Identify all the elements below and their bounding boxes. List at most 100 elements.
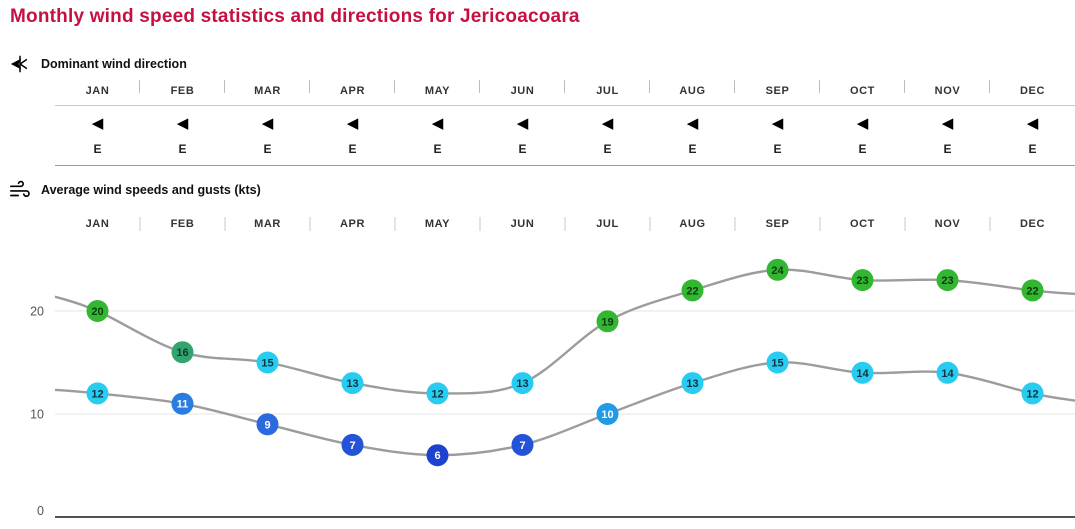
wind-speed-value-label: 12 <box>1026 388 1038 400</box>
wind-speed-marker <box>341 433 364 456</box>
wind-speed-value-label: 14 <box>941 368 954 380</box>
wind-direction-arrow: ◀ <box>856 115 869 132</box>
wind-speed-marker <box>766 351 789 374</box>
wind-direction-arrow: ◀ <box>176 115 189 132</box>
gusts-value-label: 19 <box>601 316 613 328</box>
gusts-marker <box>86 300 109 322</box>
month-label: NOV <box>905 80 990 106</box>
wind-speed-marker <box>936 361 959 384</box>
direction-column: SEP ◀ E <box>735 80 820 165</box>
wind-speed-marker <box>426 444 449 467</box>
chart-month-label: MAY <box>425 218 450 230</box>
chart-month-label: MAR <box>254 218 281 230</box>
month-label: OCT <box>820 80 905 106</box>
wind-speed-value-label: 9 <box>264 419 270 431</box>
gusts-marker <box>851 269 874 292</box>
gusts-marker <box>426 382 449 405</box>
chart-svg: 0 10 20 JAN FEB MAR APR MAY JUN JUL AUG SEP OCT NOV DE… <box>30 217 1075 518</box>
direction-letter: E <box>93 142 102 156</box>
direction-letter: E <box>518 142 527 156</box>
gusts-line <box>54 268 1075 395</box>
wind-speed-value-label: 13 <box>686 378 698 390</box>
wind-direction-arrow: ◀ <box>261 115 274 132</box>
wind-direction-arrow: ◀ <box>516 115 529 132</box>
gusts-marker <box>936 269 959 292</box>
direction-section-header: Dominant wind direction <box>8 52 187 76</box>
wind-gust-icon <box>8 178 32 202</box>
wind-speed-marker <box>851 361 874 384</box>
wind-direction-arrow: ◀ <box>1026 115 1039 132</box>
wind-speed-value-label: 11 <box>177 399 189 411</box>
direction-column: MAR ◀ E <box>225 80 310 165</box>
wind-direction-arrow: ◀ <box>91 115 104 132</box>
direction-column: APR ◀ E <box>310 80 395 165</box>
direction-column: JAN ◀ E <box>55 80 140 165</box>
wind-speed-marker <box>86 382 109 405</box>
chart-month-label: OCT <box>850 218 875 230</box>
speeds-section-header: Average wind speeds and gusts (kts) <box>8 178 261 202</box>
gusts-value-label: 23 <box>856 275 868 287</box>
gusts-value-label: 13 <box>516 378 528 390</box>
direction-column: MAY ◀ E <box>395 80 480 165</box>
gusts-value-label: 22 <box>686 285 698 297</box>
direction-column: JUL ◀ E <box>565 80 650 165</box>
direction-letter: E <box>178 142 187 156</box>
direction-letter: E <box>263 142 272 156</box>
wind-direction-arrow: ◀ <box>346 115 359 132</box>
wind-speed-value-label: 7 <box>349 440 355 452</box>
direction-letter: E <box>433 142 442 156</box>
month-label: FEB <box>140 80 225 106</box>
month-label: DEC <box>990 80 1075 106</box>
wind-speed-line <box>54 361 1075 457</box>
wind-speed-value-label: 14 <box>856 368 869 380</box>
chart-month-label: APR <box>340 218 365 230</box>
gusts-value-label: 20 <box>91 306 103 318</box>
wind-speed-value-label: 10 <box>601 409 613 421</box>
wind-speed-value-label: 7 <box>519 440 525 452</box>
chart-month-label: AUG <box>679 218 705 230</box>
wind-direction-arrow: ◀ <box>771 115 784 132</box>
gusts-marker <box>596 310 619 333</box>
wind-speed-marker <box>511 433 534 456</box>
month-label: JUN <box>480 80 565 106</box>
gusts-value-label: 23 <box>941 275 953 287</box>
direction-column: DEC ◀ E <box>990 80 1075 165</box>
direction-column: FEB ◀ E <box>140 80 225 165</box>
chart-month-label: JUN <box>511 218 535 230</box>
month-label: SEP <box>735 80 820 106</box>
direction-letter: E <box>688 142 697 156</box>
direction-column: JUN ◀ E <box>480 80 565 165</box>
wind-direction-arrow: ◀ <box>941 115 954 132</box>
y-tick-label: 20 <box>30 305 44 319</box>
chart-month-label: JUL <box>596 218 619 230</box>
gusts-marker <box>511 372 534 395</box>
speeds-section-label: Average wind speeds and gusts (kts) <box>41 183 261 197</box>
month-label: APR <box>310 80 395 106</box>
wind-direction-arrow: ◀ <box>431 115 444 132</box>
wind-speed-marker <box>256 413 279 436</box>
month-label: MAY <box>395 80 480 106</box>
page-title: Monthly wind speed statistics and direct… <box>10 6 580 27</box>
wind-speed-value-label: 12 <box>91 388 103 400</box>
wind-speed-value-label: 15 <box>771 358 783 370</box>
gusts-marker <box>171 341 194 364</box>
chart-month-label: SEP <box>766 218 790 230</box>
direction-column: AUG ◀ E <box>650 80 735 165</box>
gusts-marker <box>681 279 704 302</box>
wind-direction-arrow: ◀ <box>601 115 614 132</box>
direction-letter: E <box>603 142 612 156</box>
wind-direction-icon <box>8 52 32 76</box>
gusts-value-label: 15 <box>261 358 273 370</box>
chart-month-label: JAN <box>86 218 110 230</box>
direction-letter: E <box>1028 142 1037 156</box>
y-tick-label: 10 <box>30 408 44 422</box>
direction-letter: E <box>773 142 782 156</box>
wind-direction-arrow: ◀ <box>686 115 699 132</box>
gusts-marker <box>1021 279 1044 302</box>
wind-speed-value-label: 6 <box>434 450 440 462</box>
direction-letter: E <box>858 142 867 156</box>
gusts-value-label: 16 <box>176 347 188 359</box>
month-label: AUG <box>650 80 735 106</box>
wind-speed-marker <box>171 392 194 415</box>
